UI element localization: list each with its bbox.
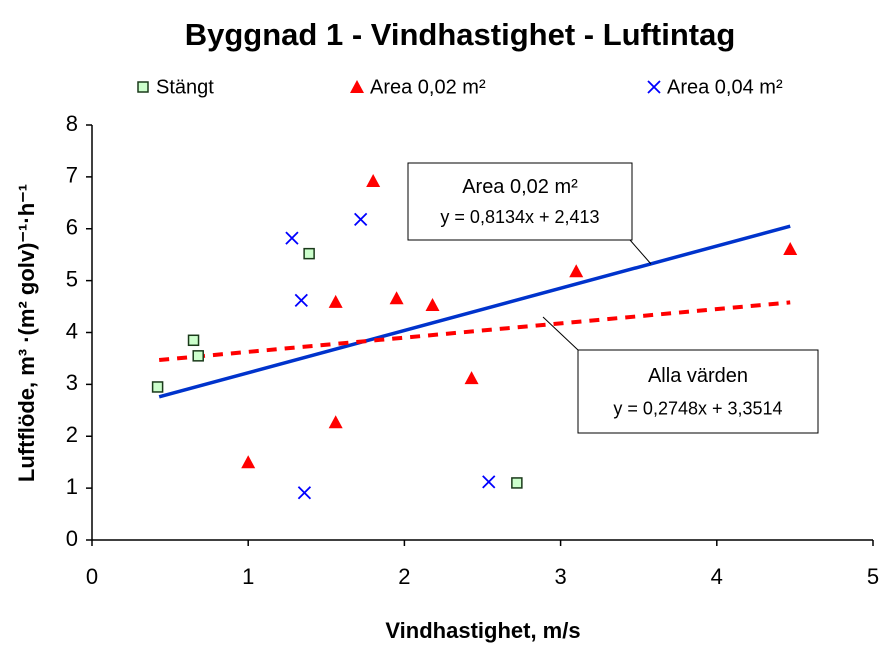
triangle-marker (425, 298, 440, 312)
leader-line (629, 239, 652, 265)
leader-line (542, 316, 579, 351)
cross-marker (285, 231, 299, 245)
cross-marker (647, 80, 661, 94)
x-tick-label: 1 (242, 564, 254, 589)
triangle-marker (366, 174, 381, 188)
square-marker (187, 334, 200, 347)
triangle-marker (569, 264, 584, 278)
y-tick-label: 8 (66, 111, 78, 136)
trend-line (158, 224, 791, 399)
cross-marker (294, 293, 308, 307)
triangle-marker (328, 415, 343, 429)
square-marker (137, 81, 149, 93)
square-marker (151, 381, 164, 393)
trend-line (158, 300, 791, 362)
square-marker (511, 477, 523, 489)
y-tick-label: 4 (66, 318, 78, 343)
triangle-marker (350, 80, 364, 93)
y-tick-label: 6 (66, 215, 78, 240)
y-tick-label: 3 (66, 370, 78, 395)
y-tick-label: 7 (66, 163, 78, 188)
chart-title: Byggnad 1 - Vindhastighet - Luftintag (185, 17, 736, 52)
x-tick-label: 2 (398, 564, 410, 589)
legend-label: Area 0,02 m² (370, 76, 486, 98)
x-tick-label: 0 (86, 564, 98, 589)
annotation-box (577, 349, 819, 434)
cross-marker (354, 212, 368, 227)
x-axis-label: Vindhastighet, m/s (385, 618, 580, 643)
annotation-equation: y = 0,2748x + 3,3514 (613, 399, 782, 419)
legend-label: Stängt (156, 76, 214, 98)
triangle-marker (783, 241, 798, 255)
legend-label: Area 0,04 m² (667, 76, 783, 98)
annotation-box (407, 162, 633, 241)
triangle-marker (464, 371, 479, 385)
y-tick-label: 1 (66, 474, 78, 499)
annotation-equation: y = 0,8134x + 2,413 (440, 207, 599, 227)
x-tick-label: 3 (554, 564, 566, 589)
y-tick-label: 0 (66, 526, 78, 551)
annotation-label: Area 0,02 m² (462, 176, 578, 198)
cross-marker (482, 475, 496, 489)
cross-marker (297, 486, 312, 500)
triangle-marker (328, 294, 343, 308)
y-axis-label: Luftflöde, m³ ·(m² golv)⁻¹·h⁻¹ (14, 184, 39, 482)
x-tick-label: 4 (711, 564, 723, 589)
y-tick-label: 5 (66, 266, 78, 291)
square-marker (192, 350, 204, 362)
annotation-label: Alla värden (648, 365, 748, 387)
y-tick-label: 2 (66, 422, 78, 447)
x-tick-label: 5 (867, 564, 879, 589)
square-marker (303, 247, 315, 260)
triangle-marker (241, 455, 256, 469)
triangle-marker (389, 291, 404, 305)
